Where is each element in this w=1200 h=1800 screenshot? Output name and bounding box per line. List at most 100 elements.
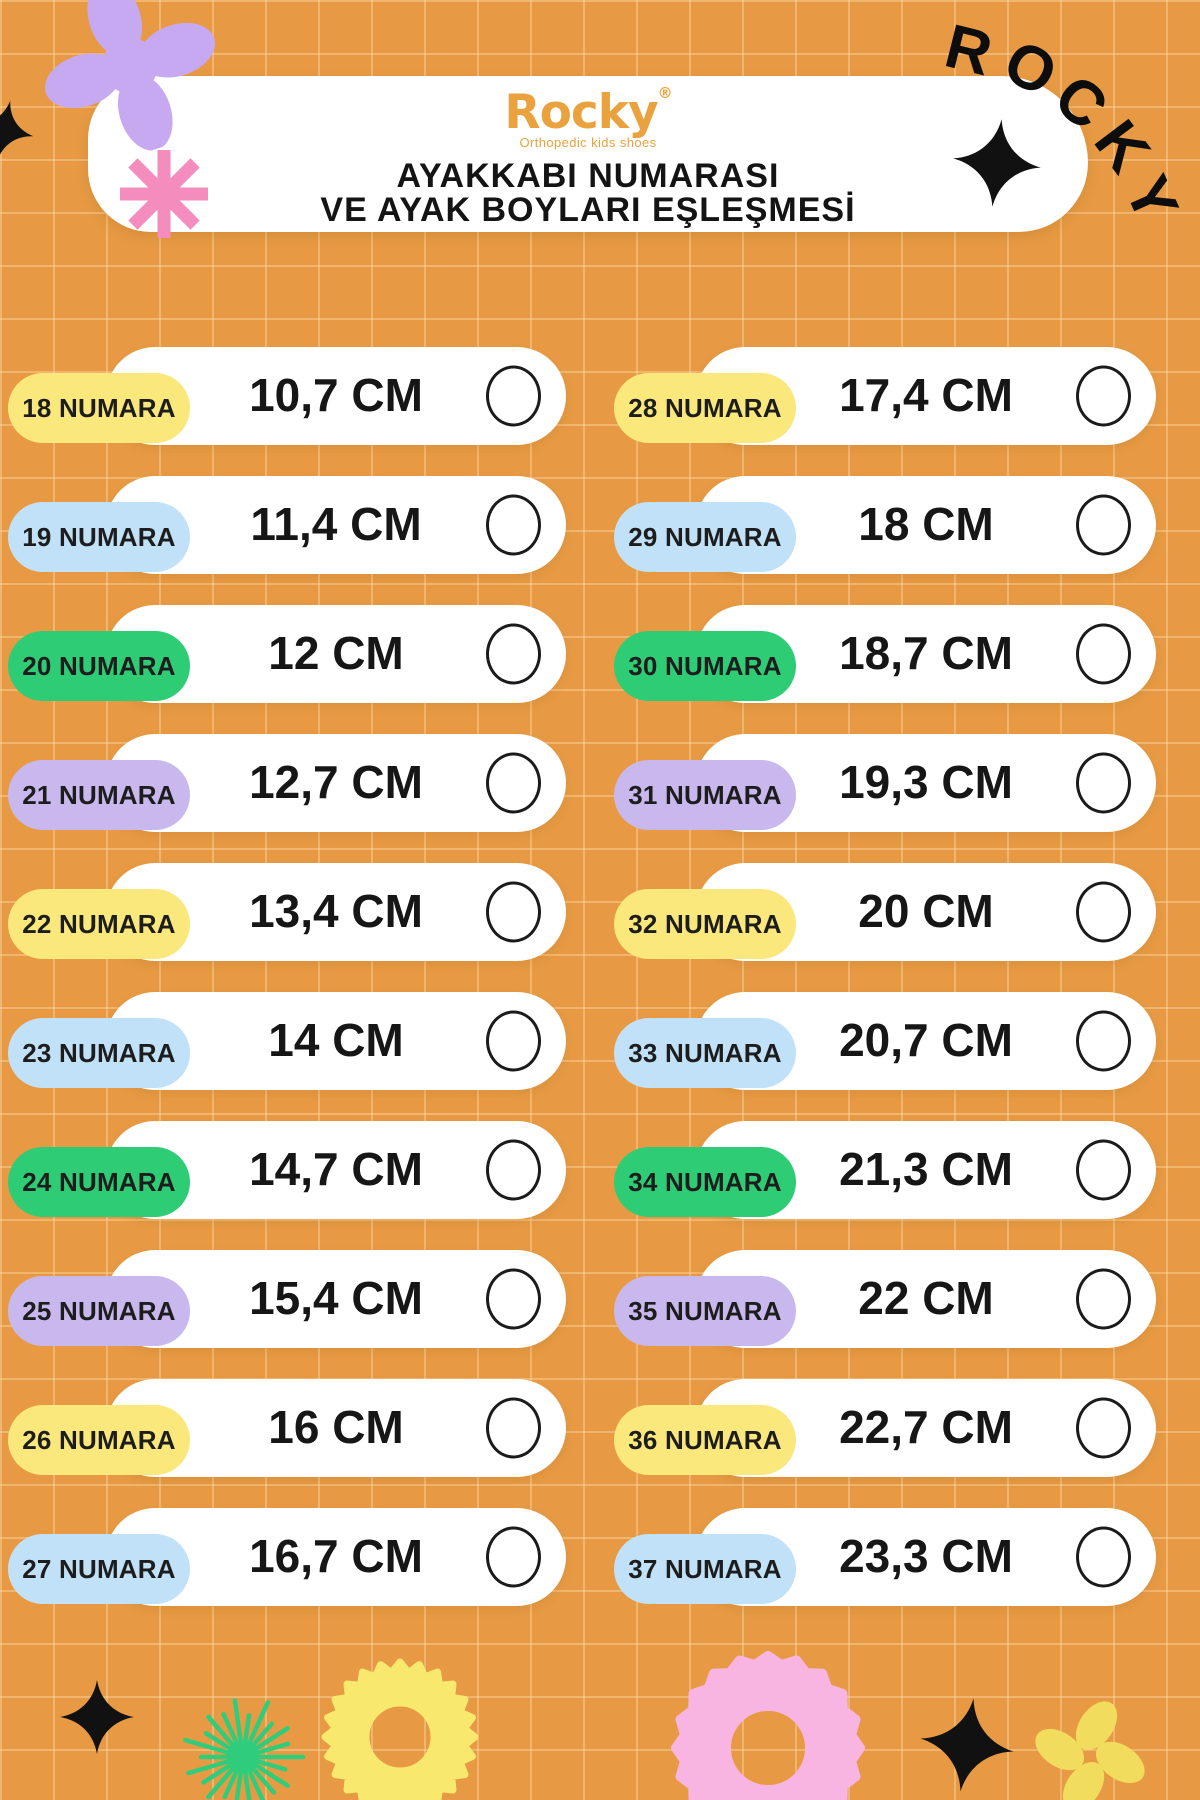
foot-length-value: 17,4 CM xyxy=(839,369,1013,421)
shoe-size-pill: 25 NUMARA xyxy=(8,1276,190,1346)
check-circle xyxy=(486,752,541,814)
page-title: AYAKKABI NUMARASI VE AYAK BOYLARI EŞLEŞM… xyxy=(320,159,855,227)
check-circle xyxy=(486,365,541,427)
shoe-size-pill: 24 NUMARA xyxy=(8,1147,190,1217)
corner-brand-letter: R xyxy=(938,11,999,90)
size-table: 10,7 CM 18 NUMARA 11,4 CM 19 NUMARA 12 C… xyxy=(0,323,1200,1613)
shoe-size-label: 33 NUMARA xyxy=(628,1037,782,1068)
shoe-size-label: 18 NUMARA xyxy=(22,392,176,423)
foot-length-value: 23,3 CM xyxy=(839,1530,1013,1582)
foot-length-value: 12,7 CM xyxy=(249,756,423,808)
size-row: 18 CM 29 NUMARA xyxy=(600,452,1200,581)
check-circle xyxy=(486,623,541,685)
shoe-size-label: 32 NUMARA xyxy=(628,908,782,939)
foot-length-value: 10,7 CM xyxy=(249,369,423,421)
header-card: Rocky® Orthopedic kids shoes AYAKKABI NU… xyxy=(88,76,1088,232)
shoe-size-label: 37 NUMARA xyxy=(628,1553,782,1584)
shoe-size-pill: 31 NUMARA xyxy=(614,760,796,830)
shoe-size-label: 20 NUMARA xyxy=(22,650,176,681)
check-circle xyxy=(1076,365,1131,427)
size-row: 14,7 CM 24 NUMARA xyxy=(0,1097,600,1226)
shoe-size-pill: 29 NUMARA xyxy=(614,502,796,572)
shoe-size-label: 25 NUMARA xyxy=(22,1295,176,1326)
shoe-size-pill: 27 NUMARA xyxy=(8,1534,190,1604)
foot-length-value: 13,4 CM xyxy=(249,885,423,937)
check-circle xyxy=(1076,1397,1131,1459)
check-circle xyxy=(1076,494,1131,556)
size-column-left: 10,7 CM 18 NUMARA 11,4 CM 19 NUMARA 12 C… xyxy=(0,323,600,1613)
size-row: 14 CM 23 NUMARA xyxy=(0,968,600,1097)
brand-tagline: Orthopedic kids shoes xyxy=(519,135,657,150)
size-row: 23,3 CM 37 NUMARA xyxy=(600,1484,1200,1613)
check-circle xyxy=(1076,881,1131,943)
shoe-size-label: 35 NUMARA xyxy=(628,1295,782,1326)
brand-logo: Rocky® xyxy=(504,86,672,137)
shoe-size-pill: 32 NUMARA xyxy=(614,889,796,959)
check-circle xyxy=(1076,1526,1131,1588)
size-row: 10,7 CM 18 NUMARA xyxy=(0,323,600,452)
size-row: 16,7 CM 27 NUMARA xyxy=(0,1484,600,1613)
shoe-size-pill: 20 NUMARA xyxy=(8,631,190,701)
foot-length-value: 12 CM xyxy=(268,627,404,679)
corner-brand-text: R O C K Y xyxy=(938,6,1200,246)
size-row: 22 CM 35 NUMARA xyxy=(600,1226,1200,1355)
shoe-size-pill: 19 NUMARA xyxy=(8,502,190,572)
shoe-size-pill: 26 NUMARA xyxy=(8,1405,190,1475)
shoe-size-pill: 18 NUMARA xyxy=(8,373,190,443)
check-circle xyxy=(1076,623,1131,685)
size-row: 12,7 CM 21 NUMARA xyxy=(0,710,600,839)
foot-length-value: 16 CM xyxy=(268,1401,404,1453)
size-row: 11,4 CM 19 NUMARA xyxy=(0,452,600,581)
corner-brand-letter: K xyxy=(1080,108,1163,186)
size-row: 12 CM 20 NUMARA xyxy=(0,581,600,710)
check-circle xyxy=(1076,1268,1131,1330)
size-row: 19,3 CM 31 NUMARA xyxy=(600,710,1200,839)
size-row: 20 CM 32 NUMARA xyxy=(600,839,1200,968)
foot-length-value: 11,4 CM xyxy=(250,498,422,550)
foot-length-value: 20 CM xyxy=(858,885,994,937)
yellow-butterfly-icon xyxy=(1035,1701,1145,1800)
foot-length-value: 22 CM xyxy=(858,1272,994,1324)
shoe-size-pill: 37 NUMARA xyxy=(614,1534,796,1604)
check-circle xyxy=(486,1010,541,1072)
brand-logo-text: Rocky xyxy=(504,85,658,140)
size-row: 15,4 CM 25 NUMARA xyxy=(0,1226,600,1355)
shoe-size-label: 21 NUMARA xyxy=(22,779,176,810)
shoe-size-label: 30 NUMARA xyxy=(628,650,782,681)
shoe-size-label: 36 NUMARA xyxy=(628,1424,782,1455)
registered-mark: ® xyxy=(657,84,673,102)
size-column-right: 17,4 CM 28 NUMARA 18 CM 29 NUMARA 18,7 C… xyxy=(600,323,1200,1613)
black-sparkle-icon xyxy=(953,119,1041,207)
shoe-size-pill: 36 NUMARA xyxy=(614,1405,796,1475)
foot-length-value: 18 CM xyxy=(858,498,994,550)
shoe-size-label: 27 NUMARA xyxy=(22,1553,176,1584)
check-circle xyxy=(486,1268,541,1330)
size-row: 13,4 CM 22 NUMARA xyxy=(0,839,600,968)
size-row: 18,7 CM 30 NUMARA xyxy=(600,581,1200,710)
check-circle xyxy=(1076,1139,1131,1201)
check-circle xyxy=(486,881,541,943)
green-burst-icon xyxy=(183,1698,305,1800)
black-sparkle-icon xyxy=(60,1680,134,1754)
shoe-size-label: 29 NUMARA xyxy=(628,521,782,552)
shoe-size-pill: 33 NUMARA xyxy=(614,1018,796,1088)
foot-length-value: 21,3 CM xyxy=(839,1143,1013,1195)
shoe-size-pill: 35 NUMARA xyxy=(614,1276,796,1346)
foot-length-value: 14,7 CM xyxy=(249,1143,423,1195)
shoe-size-label: 34 NUMARA xyxy=(628,1166,782,1197)
check-circle xyxy=(486,1139,541,1201)
foot-length-value: 20,7 CM xyxy=(839,1014,1013,1066)
shoe-size-label: 22 NUMARA xyxy=(22,908,176,939)
check-circle xyxy=(1076,1010,1131,1072)
page-title-line1: AYAKKABI NUMARASI xyxy=(396,157,780,195)
size-row: 17,4 CM 28 NUMARA xyxy=(600,323,1200,452)
purple-flower-icon xyxy=(44,0,216,151)
shoe-size-pill: 22 NUMARA xyxy=(8,889,190,959)
shoe-size-pill: 30 NUMARA xyxy=(614,631,796,701)
pink-scallop-ring-icon xyxy=(671,1651,865,1800)
shoe-size-pill: 21 NUMARA xyxy=(8,760,190,830)
shoe-size-label: 31 NUMARA xyxy=(628,779,782,810)
shoe-size-pill: 28 NUMARA xyxy=(614,373,796,443)
corner-brand-letter: Y xyxy=(1111,165,1192,232)
